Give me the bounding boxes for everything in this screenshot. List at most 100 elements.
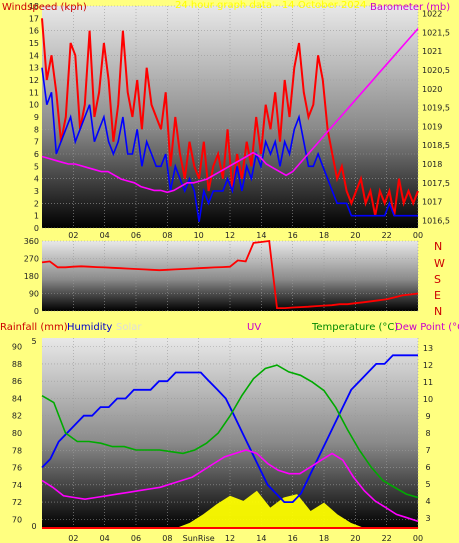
temperature-line (41, 364, 419, 499)
windspeed-tick-label: 1 (34, 212, 39, 221)
time-tick-label: 16 (288, 534, 298, 543)
tick-labels: 01234567891011121314151617181016,5101710… (12, 2, 450, 543)
barometer-tick-label: 1020,5 (422, 66, 450, 75)
windgust-line (41, 18, 419, 216)
humidity-tick-label: 86 (12, 377, 22, 386)
dewpoint-axis-label: Dew Point (°C) (395, 322, 459, 333)
windspeed-tick-label: 11 (29, 88, 39, 97)
rainfall-axis-label: Rainfall (mm) (0, 322, 68, 333)
temperature-tick-label: 10 (423, 395, 433, 404)
rain-tick-label: 5 (31, 337, 36, 346)
direction-tick-label: 180 (24, 272, 39, 281)
time-tick-label: 00 (413, 534, 423, 543)
barometer-tick-label: 1022 (422, 10, 442, 19)
time-tick-label: 04 (100, 231, 110, 240)
direction-tick-label: 270 (24, 255, 39, 264)
barometer-tick-label: 1021,5 (422, 28, 450, 37)
temperature-tick-label: 4 (425, 497, 430, 506)
time-tick-label: 22 (382, 534, 392, 543)
windspeed-tick-label: 7 (34, 138, 39, 147)
time-tick-label: 18 (319, 231, 329, 240)
time-tick-label: 20 (350, 534, 360, 543)
direction-tick-label: 360 (24, 237, 39, 246)
time-tick-label: 10 (194, 231, 204, 240)
humidity-tick-label: 84 (12, 394, 22, 403)
compass-labels: N W S E N (434, 240, 445, 318)
temperature-tick-label: 11 (423, 378, 433, 387)
temperature-tick-label: 12 (423, 361, 433, 370)
barometer-tick-label: 1019 (422, 122, 442, 131)
windspeed-tick-label: 12 (29, 76, 39, 85)
barometer-tick-label: 1017 (422, 198, 442, 207)
windspeed-tick-label: 10 (29, 101, 39, 110)
time-tick-label: 08 (162, 231, 172, 240)
direction-panel-background (42, 241, 418, 311)
time-tick-label: 20 (350, 231, 360, 240)
windspeed-tick-label: 5 (34, 162, 39, 171)
windspeed-tick-label: 2 (34, 199, 39, 208)
windspeed-line (41, 67, 418, 222)
humidity-tick-label: 72 (12, 498, 22, 507)
windspeed-tick-label: 4 (34, 175, 39, 184)
solar-area (42, 490, 418, 528)
barometer-tick-label: 1018,5 (422, 141, 450, 150)
time-tick-label: 02 (68, 534, 78, 543)
temperature-tick-label: 6 (425, 463, 430, 472)
compass-n-top: N (434, 240, 442, 253)
windspeed-tick-label: 8 (34, 125, 39, 134)
time-tick-label: 06 (131, 534, 141, 543)
climate-series (41, 354, 419, 529)
time-tick-label: 06 (131, 231, 141, 240)
humidity-tick-label: 90 (12, 343, 22, 352)
time-tick-label: 14 (256, 534, 266, 543)
barometer-tick-label: 1017,5 (422, 179, 450, 188)
windspeed-tick-label: 18 (29, 2, 39, 11)
time-tick-label: 16 (288, 231, 298, 240)
temperature-tick-label: 8 (425, 429, 430, 438)
humidity-tick-label: 70 (12, 515, 22, 524)
wind-direction-line (41, 239, 419, 310)
humidity-tick-label: 80 (12, 429, 22, 438)
compass-n-bottom: N (434, 305, 442, 318)
compass-e: E (434, 289, 441, 302)
barometer-tick-label: 1016,5 (422, 216, 450, 225)
barometer-line (41, 28, 419, 194)
temperature-tick-label: 5 (425, 480, 430, 489)
rain-tick-label: 0 (31, 522, 36, 531)
windspeed-tick-label: 6 (34, 150, 39, 159)
dewpoint-line (41, 449, 419, 522)
windspeed-tick-label: 9 (34, 113, 39, 122)
barometer-tick-label: 1020 (422, 85, 442, 94)
time-tick-label: SunRise (183, 534, 215, 543)
time-tick-label: 04 (100, 534, 110, 543)
humidity-line (41, 354, 418, 504)
time-tick-label: 12 (225, 534, 235, 543)
windspeed-tick-label: 0 (34, 224, 39, 233)
windspeed-tick-label: 17 (29, 14, 39, 23)
barometer-tick-label: 1019,5 (422, 104, 450, 113)
barometer-tick-label: 1018 (422, 160, 442, 169)
compass-w: W (434, 257, 445, 270)
humidity-tick-label: 74 (12, 481, 22, 490)
time-tick-label: 02 (68, 231, 78, 240)
compass-s: S (434, 273, 441, 286)
temperature-tick-label: 3 (425, 514, 430, 523)
temperature-axis-label: Temperature (°C) (311, 322, 398, 333)
time-tick-label: 08 (162, 534, 172, 543)
windspeed-tick-label: 15 (29, 39, 39, 48)
temperature-tick-label: 9 (425, 412, 430, 421)
humidity-tick-label: 76 (12, 464, 22, 473)
barometer-tick-label: 1021 (422, 47, 442, 56)
time-tick-label: 22 (382, 231, 392, 240)
humidity-tick-label: 78 (12, 446, 22, 455)
uv-axis-label: UV (247, 322, 261, 333)
humidity-tick-label: 82 (12, 412, 22, 421)
barometer-axis-label: Barometer (mb) (370, 2, 450, 13)
chart-title: 24 hour graph data - 14 October 2024 (175, 0, 366, 11)
time-tick-label: 14 (256, 231, 266, 240)
wind-series (41, 18, 419, 222)
humidity-axis-label: Humidity (67, 322, 112, 333)
direction-tick-label: 90 (29, 290, 39, 299)
windspeed-tick-label: 3 (34, 187, 39, 196)
